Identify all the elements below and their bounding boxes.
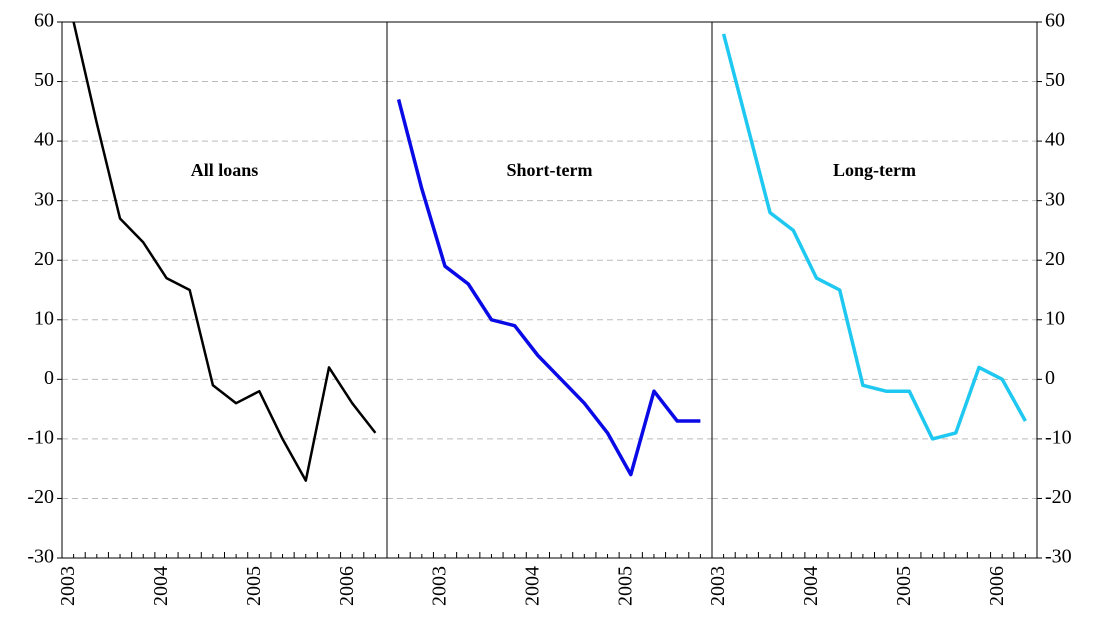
y2-tick-label: 40 — [1045, 129, 1065, 151]
data-line — [721, 33, 1027, 441]
y-tick-label: 20 — [34, 248, 54, 270]
y-tick-label: 40 — [34, 129, 54, 151]
x-tick-label: 2006 — [986, 566, 1008, 606]
x-tick-label: 2003 — [429, 566, 451, 606]
x-tick-label: 2006 — [336, 566, 358, 606]
y-tick-label: -20 — [27, 486, 54, 508]
y-tick-label: -30 — [27, 546, 54, 568]
y2-tick-label: 10 — [1045, 307, 1065, 329]
y2-tick-label: -30 — [1045, 546, 1072, 568]
plot-frame — [61, 21, 1038, 559]
panel-title: Short-term — [507, 160, 593, 180]
y2-tick-label: 0 — [1045, 367, 1055, 389]
y2-tick-label: 20 — [1045, 248, 1065, 270]
x-tick-label: 2003 — [707, 566, 729, 606]
x-tick-label: 2004 — [800, 566, 822, 606]
x-tick-label: 2005 — [614, 566, 636, 606]
y-tick-label: 60 — [34, 10, 54, 32]
x-tick-label: 2005 — [893, 566, 915, 606]
y2-tick-label: 50 — [1045, 69, 1065, 91]
data-line — [396, 98, 701, 477]
x-tick-label: 2004 — [521, 566, 543, 606]
y-tick-label: -10 — [27, 426, 54, 448]
y2-tick-label: -20 — [1045, 486, 1072, 508]
data-line — [72, 21, 377, 482]
y-tick-label: 0 — [44, 367, 54, 389]
x-tick-label: 2004 — [150, 566, 172, 606]
y2-tick-label: -10 — [1045, 426, 1072, 448]
panel-title: All loans — [191, 160, 259, 180]
y2-tick-label: 30 — [1045, 188, 1065, 210]
x-tick-label: 2005 — [243, 566, 265, 606]
y-tick-label: 50 — [34, 69, 54, 91]
y-tick-label: 10 — [34, 307, 54, 329]
y2-tick-label: 60 — [1045, 10, 1065, 32]
y-tick-label: 30 — [34, 188, 54, 210]
x-tick-label: 2003 — [57, 566, 79, 606]
panel-title: Long-term — [833, 160, 916, 180]
